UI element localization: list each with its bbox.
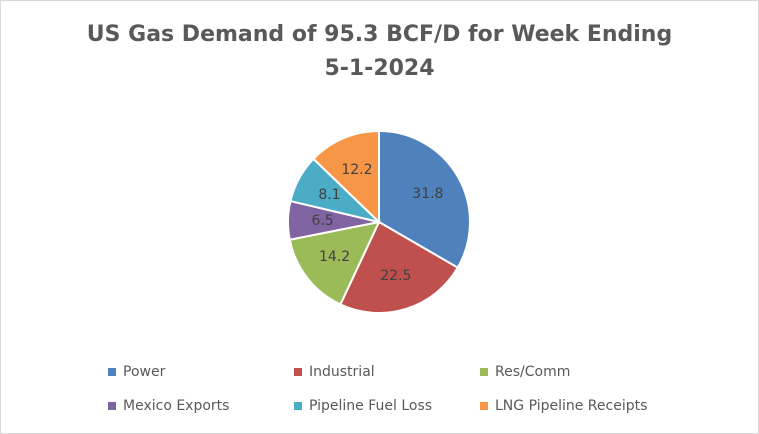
- legend-item-mexico-exports: Mexico Exports: [108, 396, 229, 416]
- legend-swatch: [294, 368, 302, 376]
- chart-title: US Gas Demand of 95.3 BCF/D for Week End…: [0, 18, 759, 86]
- legend-item-res-comm: Res/Comm: [480, 362, 570, 382]
- legend-label: Power: [123, 364, 166, 380]
- legend-label: LNG Pipeline Receipts: [495, 398, 648, 414]
- pie-slice-industrial: [339, 220, 460, 314]
- data-label-industrial: 22.5: [380, 268, 411, 284]
- legend-label: Industrial: [309, 364, 375, 380]
- chart-title-line-2: 5-1-2024: [324, 56, 435, 81]
- pie-slice-res-comm: [288, 220, 381, 306]
- legend-swatch: [108, 402, 116, 410]
- legend-swatch: [480, 402, 488, 410]
- legend-swatch: [480, 368, 488, 376]
- data-label-pipeline-fuel-loss: 8.1: [318, 187, 340, 203]
- legend-item-power: Power: [108, 362, 165, 382]
- legend-item-pipeline-fuel-loss: Pipeline Fuel Loss: [294, 396, 432, 416]
- legend-label: Res/Comm: [495, 364, 571, 380]
- data-label-power: 31.8: [412, 186, 443, 202]
- pie-slice-power: [378, 129, 471, 270]
- legend-swatch: [294, 402, 302, 410]
- data-label-res-comm: 14.2: [319, 249, 350, 265]
- data-label-mexico-exports: 6.5: [311, 213, 333, 229]
- legend-label: Pipeline Fuel Loss: [309, 398, 433, 414]
- data-label-lng-pipeline-receipts: 12.2: [341, 162, 372, 178]
- chart-title-line-1: US Gas Demand of 95.3 BCF/D for Week End…: [86, 22, 673, 47]
- legend-item-lng-pipeline-receipts: LNG Pipeline Receipts: [480, 396, 647, 416]
- legend-item-industrial: Industrial: [294, 362, 375, 382]
- legend-swatch: [108, 368, 116, 376]
- legend-label: Mexico Exports: [123, 398, 230, 414]
- pie-slice-lng-pipeline-receipts: [312, 129, 380, 225]
